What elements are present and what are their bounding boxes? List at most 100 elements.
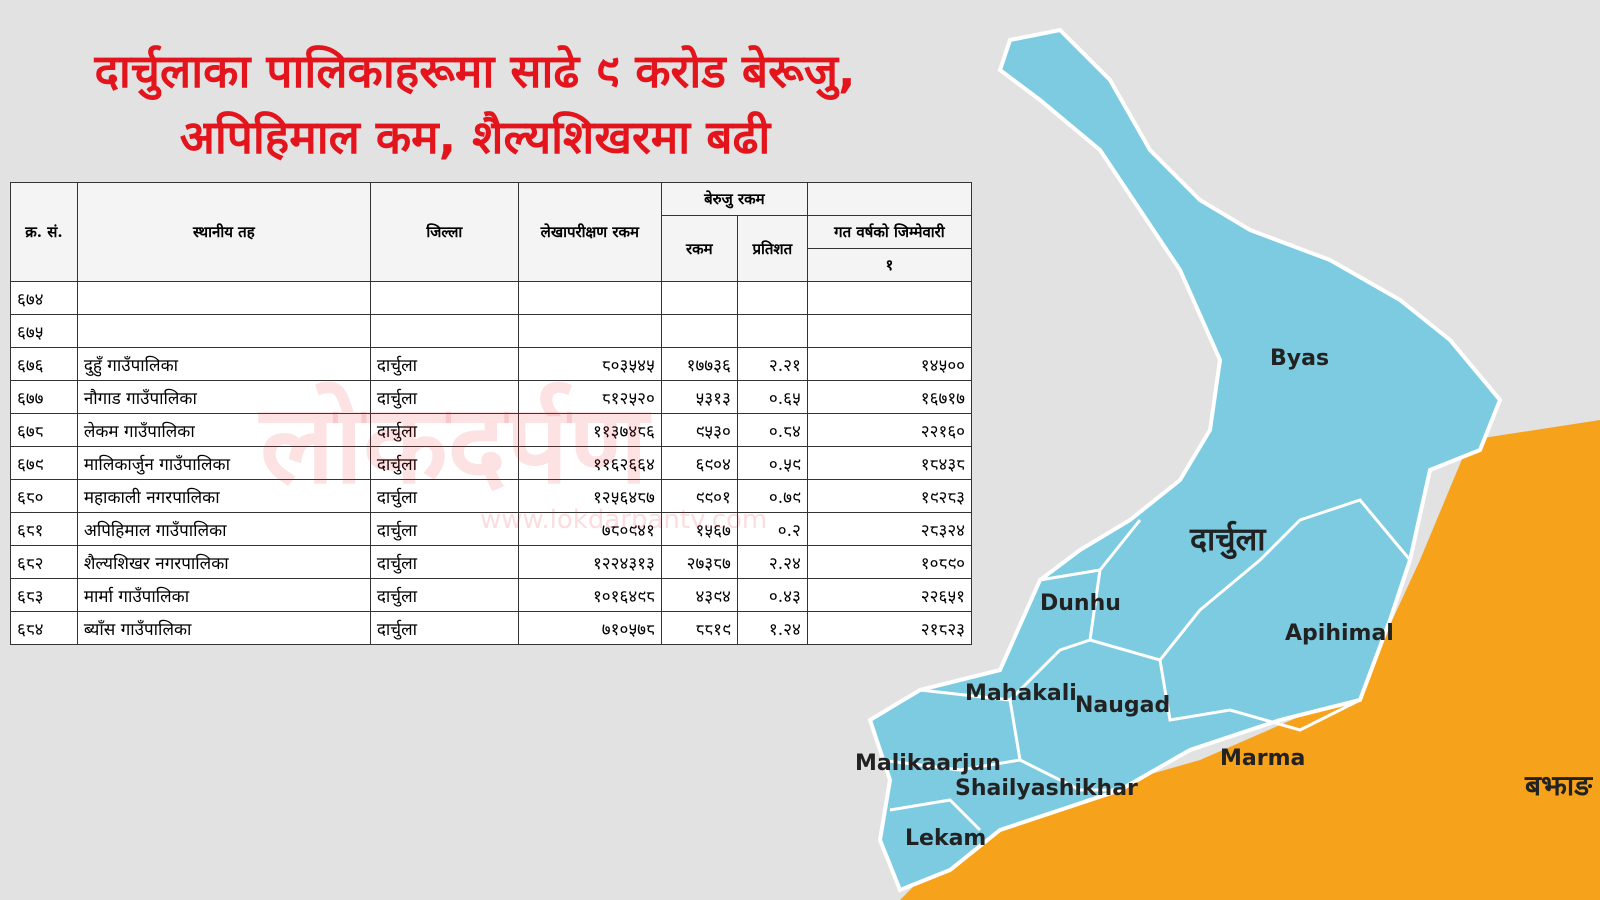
table-cell xyxy=(660,281,738,315)
header-cell: १ xyxy=(806,248,973,282)
table-cell: मालिकार्जुन गाउँपालिका xyxy=(76,446,371,480)
table-cell: दार्चुला xyxy=(369,413,519,447)
table-cell: दार्चुला xyxy=(369,446,519,480)
header-cell: रकम xyxy=(660,215,738,282)
table-cell xyxy=(660,314,738,348)
table-cell: ६८२ xyxy=(10,545,78,579)
bajhang-region xyxy=(900,420,1600,900)
table-cell: २८३२४ xyxy=(806,512,973,546)
map-label: दार्चुला xyxy=(1189,520,1267,560)
table-cell xyxy=(517,314,662,348)
table-cell: १२५६४८७ xyxy=(517,479,662,513)
table-cell: ०.४३ xyxy=(736,578,808,612)
table-cell: ६९०४ xyxy=(660,446,738,480)
header-cell: प्रतिशत xyxy=(736,215,808,282)
table-cell: ६८४ xyxy=(10,611,78,645)
table-cell: ११६२६६४ xyxy=(517,446,662,480)
map-label: Dunhu xyxy=(1040,591,1121,616)
table-cell: १४५०० xyxy=(806,347,973,381)
table-cell: लेकम गाउँपालिका xyxy=(76,413,371,447)
table-cell: नौगाड गाउँपालिका xyxy=(76,380,371,414)
map-label: Apihimal xyxy=(1285,621,1394,646)
table-row: ६७५ xyxy=(10,314,973,348)
table-row: ६८३ मार्मा गाउँपालिका दार्चुला १०१६४९८ ४३९४ ०… xyxy=(10,578,973,612)
table-cell: दार्चुला xyxy=(369,545,519,579)
table-cell: मार्मा गाउँपालिका xyxy=(76,578,371,612)
table-cell: ब्याँस गाउँपालिका xyxy=(76,611,371,645)
table-cell: ४३९४ xyxy=(660,578,738,612)
header-cell: बेरुजु रकम xyxy=(660,182,808,216)
table-cell: ०.६५ xyxy=(736,380,808,414)
table-cell: ७१०५७८ xyxy=(517,611,662,645)
header-cell: गत वर्षको जिम्मेवारी xyxy=(806,215,973,249)
table-row: ६७४ xyxy=(10,281,973,315)
table-cell: २७३८७ xyxy=(660,545,738,579)
table-row: ६८२ शैल्यशिखर नगरपालिका दार्चुला १२२४३१३ २७३… xyxy=(10,545,973,579)
map-label: Lekam xyxy=(905,826,986,851)
table-row: ६७९ मालिकार्जुन गाउँपालिका दार्चुला ११६२६६४… xyxy=(10,446,973,480)
table-cell: २.२४ xyxy=(736,545,808,579)
header-cell: स्थानीय तह xyxy=(76,182,371,282)
table-cell xyxy=(76,281,371,315)
table-cell: १०८९० xyxy=(806,545,973,579)
map-label: Shailyashikhar xyxy=(955,776,1138,801)
watermark: लोकदर्पण xyxy=(260,380,648,508)
table-cell xyxy=(736,281,808,315)
table-cell xyxy=(369,281,519,315)
map-label: Mahakali xyxy=(965,681,1077,706)
table-row: ६८० महाकाली नगरपालिका दार्चुला १२५६४८७ ९९०१ ०… xyxy=(10,479,973,513)
darchula-region xyxy=(867,27,1503,893)
table-cell: दार्चुला xyxy=(369,611,519,645)
watermark-url: www.lokdarpantv.com xyxy=(480,505,768,535)
table-cell: १२२४३१३ xyxy=(517,545,662,579)
table-cell: ७८०९४१ xyxy=(517,512,662,546)
map-label: Marma xyxy=(1220,746,1305,771)
table-cell: १६७१७ xyxy=(806,380,973,414)
map-label: Malikaarjun xyxy=(855,751,1001,776)
table-cell: दार्चुला xyxy=(369,512,519,546)
table-cell: शैल्यशिखर नगरपालिका xyxy=(76,545,371,579)
headline: दार्चुलाका पालिकाहरूमा साढे ९ करोड बेरूज… xyxy=(0,38,950,170)
header-cell: क्र. सं. xyxy=(10,182,78,282)
table-cell: १७७३६ xyxy=(660,347,738,381)
table-cell: ६७५ xyxy=(10,314,78,348)
table-cell: ६७९ xyxy=(10,446,78,480)
boundaries xyxy=(879,498,1412,832)
table-cell: दुहुँ गाउँपालिका xyxy=(76,347,371,381)
table-cell: १९२८३ xyxy=(806,479,973,513)
table-cell: २.२१ xyxy=(736,347,808,381)
table-cell: ६८० xyxy=(10,479,78,513)
table-cell: ११३७४८६ xyxy=(517,413,662,447)
table-cell: दार्चुला xyxy=(369,380,519,414)
table-cell: ६७८ xyxy=(10,413,78,447)
table-cell: ५३१३ xyxy=(660,380,738,414)
header-cell: जिल्ला xyxy=(369,182,519,282)
table-cell: ६७४ xyxy=(10,281,78,315)
table-cell xyxy=(369,314,519,348)
table-cell: ६८३ xyxy=(10,578,78,612)
header-cell xyxy=(806,182,973,216)
table-cell xyxy=(76,314,371,348)
table-cell: १०१६४९८ xyxy=(517,578,662,612)
table-cell: अपिहिमाल गाउँपालिका xyxy=(76,512,371,546)
table-cell: १८४३८ xyxy=(806,446,973,480)
table-cell: २२६५१ xyxy=(806,578,973,612)
table-cell: ६७७ xyxy=(10,380,78,414)
table-cell: २१८२३ xyxy=(806,611,973,645)
table-cell: ९५३० xyxy=(660,413,738,447)
table-row: ६७८ लेकम गाउँपालिका दार्चुला ११३७४८६ ९५३० ०.८… xyxy=(10,413,973,447)
header-cell: लेखापरीक्षण रकम xyxy=(517,182,662,282)
map-label: Naugad xyxy=(1075,693,1170,718)
table-cell: ८८१९ xyxy=(660,611,738,645)
table-cell: दार्चुला xyxy=(369,347,519,381)
table-row: ६७७ नौगाड गाउँपालिका दार्चुला ८१२५२० ५३१३ ०.६… xyxy=(10,380,973,414)
table-cell xyxy=(517,281,662,315)
table-cell: ०.८४ xyxy=(736,413,808,447)
map-label: Byas xyxy=(1270,346,1329,371)
table-row: ६८४ ब्याँस गाउँपालिका दार्चुला ७१०५७८ ८८१९ १.… xyxy=(10,611,973,645)
headline-line: अपिहिमाल कम, शैल्यशिखरमा बढी xyxy=(179,110,771,164)
table-cell xyxy=(806,314,973,348)
table-cell: २२१६० xyxy=(806,413,973,447)
table-cell xyxy=(806,281,973,315)
